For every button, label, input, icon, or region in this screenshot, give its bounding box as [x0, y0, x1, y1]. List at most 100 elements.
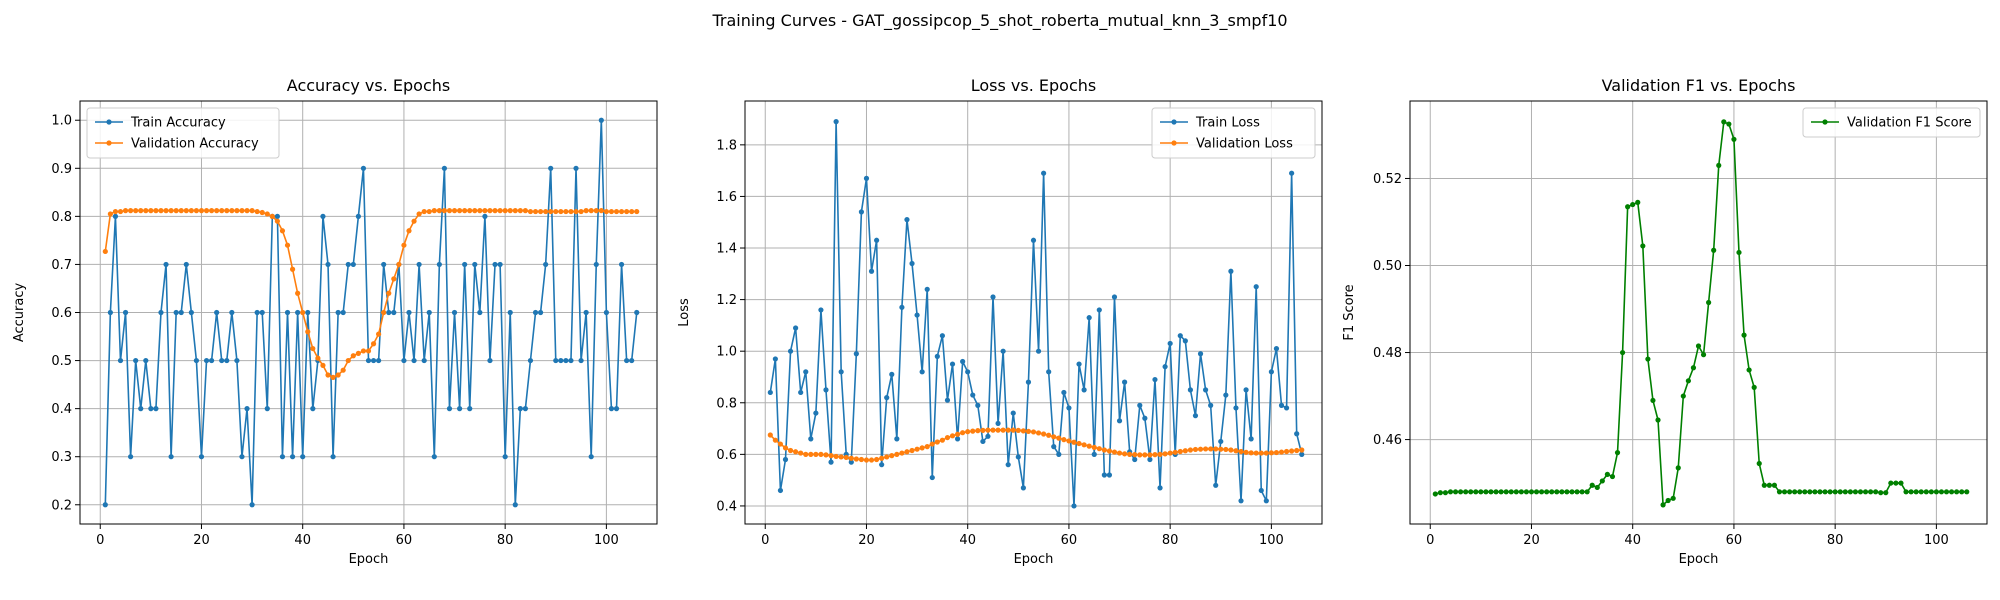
data-point	[219, 208, 225, 214]
data-point	[1187, 387, 1193, 393]
data-point	[517, 208, 523, 214]
data-point	[284, 242, 291, 248]
data-point	[1569, 489, 1575, 495]
data-point	[143, 208, 149, 214]
data-point	[899, 450, 905, 456]
data-point	[1483, 489, 1489, 495]
chart-panel-2: 0 20 40 60 80 100 0.4 0.6 0.8 1.0 1.2 1.4 1.6 1.8 Loss…	[677, 76, 1323, 567]
data-point	[1213, 446, 1219, 452]
data-point	[1493, 489, 1499, 495]
data-point	[1787, 489, 1793, 495]
data-point	[1000, 348, 1006, 354]
data-point	[295, 290, 301, 296]
data-point	[583, 208, 589, 214]
data-point	[1776, 489, 1783, 495]
data-point	[828, 459, 834, 465]
data-point	[279, 454, 286, 460]
data-point	[1873, 489, 1879, 495]
data-point	[1837, 489, 1843, 495]
data-point	[259, 209, 265, 216]
data-point	[813, 451, 819, 457]
legend-label: Validation Loss	[1196, 137, 1293, 152]
data-point	[1273, 346, 1280, 352]
data-point	[1832, 489, 1838, 495]
data-point	[1756, 460, 1762, 467]
data-point	[929, 474, 935, 481]
data-point	[391, 309, 397, 316]
data-point	[904, 217, 910, 223]
data-point	[229, 208, 235, 214]
data-point	[1463, 489, 1469, 495]
data-point	[1061, 389, 1067, 396]
data-point	[1503, 489, 1509, 495]
data-point	[1132, 452, 1138, 458]
data-point	[107, 211, 113, 217]
data-point	[1574, 489, 1580, 495]
data-point	[178, 309, 184, 316]
data-point	[573, 208, 579, 215]
data-point	[1010, 410, 1016, 416]
data-point	[1101, 447, 1107, 453]
data-point	[543, 208, 549, 215]
data-point	[446, 208, 453, 214]
data-point	[1263, 450, 1269, 456]
legend-label: Validation F1 Score	[1847, 116, 1972, 131]
y-tick-label: 0.3	[51, 450, 72, 465]
data-point	[1447, 489, 1454, 495]
data-point	[1695, 343, 1702, 349]
data-point	[173, 208, 179, 214]
data-point	[1106, 472, 1113, 478]
data-point	[517, 406, 523, 412]
data-point	[823, 452, 829, 458]
data-point	[1923, 489, 1929, 495]
y-tick-label: 1.2	[716, 293, 737, 308]
data-point	[1564, 489, 1570, 495]
data-point	[492, 261, 498, 268]
data-point	[254, 309, 260, 316]
data-point	[1888, 480, 1894, 486]
data-point	[1243, 387, 1249, 393]
data-point	[1046, 369, 1052, 375]
data-point	[300, 309, 306, 316]
data-point	[1106, 448, 1113, 454]
data-point	[1268, 450, 1274, 456]
data-point	[1086, 443, 1092, 449]
y-axis-label: Accuracy	[12, 283, 27, 343]
data-point	[1908, 489, 1914, 495]
data-point	[1258, 487, 1264, 494]
data-point	[919, 445, 925, 451]
data-point	[1766, 482, 1772, 488]
data-point	[1248, 450, 1254, 456]
y-axis-label: Loss	[677, 298, 692, 327]
x-tick-label: 60	[1061, 533, 1078, 548]
data-point	[411, 218, 417, 224]
data-point	[1020, 485, 1026, 491]
data-point	[1233, 448, 1239, 454]
data-point	[1152, 376, 1158, 383]
data-point	[1248, 436, 1254, 442]
data-point	[1680, 393, 1686, 399]
data-point	[1167, 340, 1173, 347]
data-point	[980, 427, 986, 433]
data-point	[543, 261, 549, 268]
y-tick-label: 0.9	[51, 162, 72, 177]
data-point	[224, 208, 230, 214]
data-point	[117, 208, 124, 215]
x-tick-label: 80	[497, 533, 514, 548]
data-point	[1609, 473, 1616, 480]
data-point	[320, 362, 326, 368]
data-point	[1172, 449, 1178, 455]
data-point	[1847, 489, 1853, 495]
data-point	[884, 454, 890, 460]
data-point	[1061, 437, 1067, 443]
data-point	[1081, 387, 1087, 393]
data-point	[1122, 379, 1128, 385]
data-point	[1599, 478, 1605, 484]
data-point	[416, 261, 422, 268]
data-point	[1513, 489, 1519, 495]
data-point	[1645, 356, 1651, 362]
data-point	[1278, 402, 1285, 408]
data-point	[634, 309, 640, 316]
data-point	[889, 453, 895, 459]
data-point	[1665, 497, 1671, 504]
